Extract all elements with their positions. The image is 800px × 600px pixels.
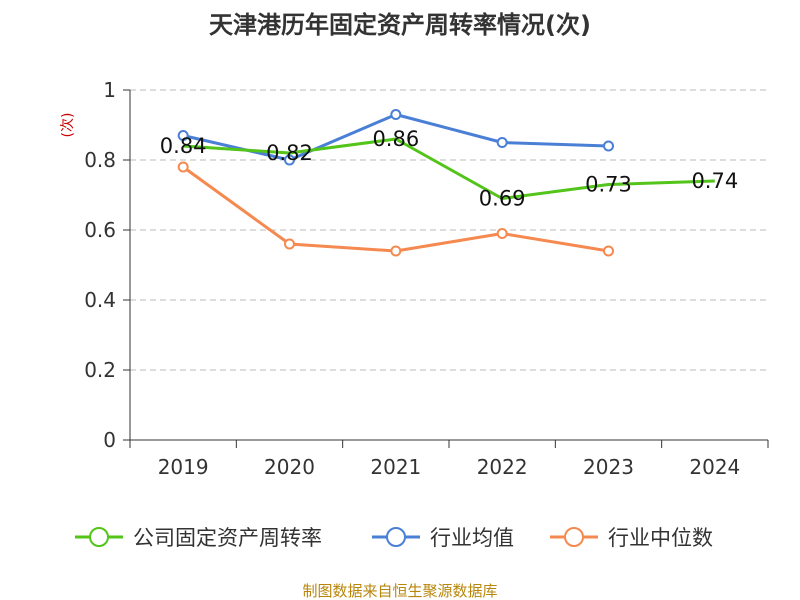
- y-tick-label: 0.6: [84, 218, 116, 242]
- data-label: 0.69: [479, 187, 526, 211]
- legend-label: 行业中位数: [608, 526, 713, 550]
- data-label: 0.86: [372, 127, 419, 151]
- x-tick-label: 2020: [264, 455, 315, 479]
- legend-marker: [564, 527, 584, 547]
- data-point[interactable]: [284, 238, 295, 250]
- chart-title: 天津港历年固定资产周转率情况(次): [209, 11, 591, 39]
- x-tick-label: 2022: [477, 455, 528, 479]
- data-point[interactable]: [177, 161, 189, 173]
- data-label: 0.74: [691, 169, 738, 193]
- grid: [130, 89, 768, 371]
- legend-item[interactable]: 公司固定资产周转率: [75, 526, 322, 550]
- data-point[interactable]: [496, 137, 508, 148]
- legend-label: 行业均值: [430, 526, 514, 550]
- y-tick-label: 0: [103, 428, 116, 452]
- data-point[interactable]: [177, 130, 189, 141]
- y-tick-label: 0.2: [84, 358, 116, 382]
- series-layer: [177, 109, 715, 257]
- series-line: [183, 137, 715, 200]
- data-point[interactable]: [390, 245, 402, 257]
- legend-item[interactable]: 行业均值: [372, 526, 514, 550]
- axes: 0 0.2 0.4 0.6 0.8 1 2019 2020 2021 2022 2023 2024: [84, 78, 769, 479]
- series-2: [177, 161, 614, 257]
- data-label: 0.84: [160, 134, 207, 158]
- x-tick-label: 2019: [158, 455, 209, 479]
- data-point[interactable]: [603, 245, 614, 257]
- y-tick-label: 0.4: [84, 288, 116, 312]
- legend-label: 公司固定资产周转率: [133, 526, 322, 550]
- x-tick-label: 2023: [583, 455, 634, 479]
- series-line: [182, 165, 609, 253]
- data-labels: 0.84 0.82 0.86 0.69 0.73 0.74: [160, 127, 738, 211]
- data-point[interactable]: [603, 140, 614, 152]
- legend-marker: [89, 527, 109, 547]
- source-caption: 制图数据来自恒生聚源数据库: [302, 582, 497, 600]
- data-point[interactable]: [284, 154, 295, 166]
- y-tick-label: 0.8: [84, 148, 116, 172]
- data-point[interactable]: [496, 228, 508, 239]
- x-tick-label: 2021: [370, 455, 421, 479]
- legend-item[interactable]: 行业中位数: [550, 526, 713, 550]
- data-label: 0.82: [266, 141, 313, 165]
- legend[interactable]: 公司固定资产周转率 行业均值 行业中位数: [75, 526, 713, 550]
- y-tick-label: 1: [103, 78, 116, 102]
- legend-marker: [386, 527, 406, 547]
- data-label: 0.73: [585, 173, 632, 197]
- x-tick-label: 2024: [689, 455, 740, 479]
- data-point[interactable]: [390, 109, 402, 120]
- series-0: [183, 137, 715, 200]
- y-axis-label: (次): [60, 113, 76, 138]
